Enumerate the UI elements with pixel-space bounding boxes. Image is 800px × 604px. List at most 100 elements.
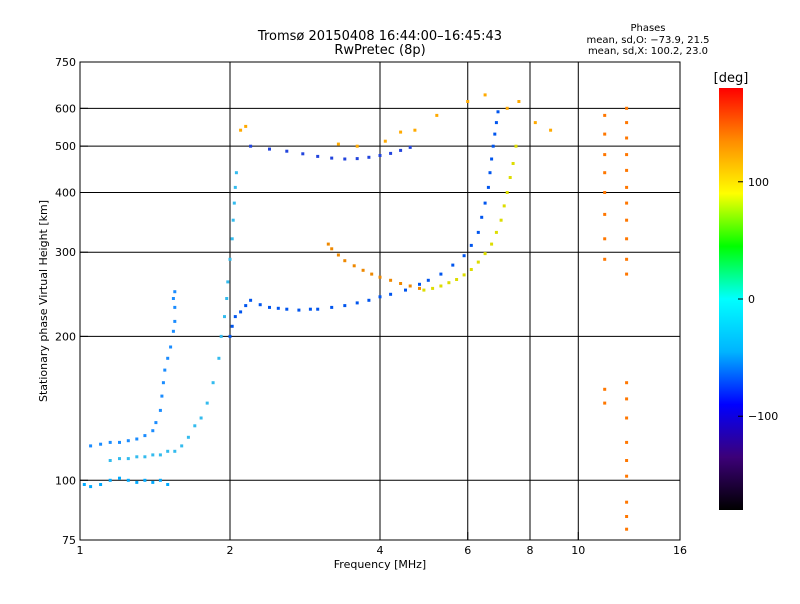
grid-lines <box>80 62 680 540</box>
scatter-point <box>361 268 365 272</box>
scatter-point <box>447 281 451 285</box>
scatter-point <box>89 444 93 448</box>
scatter-point <box>549 128 553 132</box>
scatter-point <box>151 429 155 433</box>
scatter-point <box>151 453 155 457</box>
scatter-point <box>228 257 232 261</box>
scatter-point <box>533 121 537 125</box>
x-axis-label: Frequency [MHz] <box>334 558 426 571</box>
scatter-point <box>330 305 334 309</box>
scatter-point <box>118 476 121 480</box>
scatter-point <box>355 157 359 161</box>
scatter-point <box>244 124 248 128</box>
y-tick-label: 500 <box>55 140 76 153</box>
scatter-point <box>490 242 494 246</box>
scatter-point <box>118 440 121 444</box>
scatter-point <box>89 485 93 489</box>
scatter-point <box>370 272 374 276</box>
scatter-point <box>143 434 147 438</box>
scatter-point <box>418 282 421 286</box>
scatter-point <box>389 292 393 296</box>
scatter-point <box>603 171 607 175</box>
scatter-point <box>226 280 230 284</box>
colorbar-tick-label: 0 <box>748 293 755 306</box>
scatter-point <box>225 297 229 300</box>
scatter-point <box>439 272 443 276</box>
scatter-point <box>173 449 177 453</box>
scatter-point <box>126 478 130 482</box>
scatter-point <box>330 156 334 160</box>
scatter-point <box>258 303 262 307</box>
scatter-point <box>169 345 173 349</box>
scatter-point <box>233 315 237 319</box>
scatter-point <box>231 218 235 222</box>
scatter-point <box>625 500 629 504</box>
y-tick-label: 750 <box>55 56 76 69</box>
scatter-point <box>336 142 340 146</box>
scatter-point <box>143 455 147 459</box>
y-axis-label: Stationary phase Virtual Height [km] <box>37 200 50 402</box>
scatter-point <box>244 304 248 308</box>
scatter-point <box>99 442 103 446</box>
scatter-point <box>625 218 629 222</box>
scatter-point <box>343 157 347 161</box>
scatter-point <box>511 162 515 165</box>
scatter-point <box>408 284 412 288</box>
scatter-point <box>426 278 430 282</box>
scatter-point <box>399 130 403 134</box>
scatter-point <box>355 301 359 305</box>
scatter-point <box>469 268 473 271</box>
scatter-point <box>326 242 330 246</box>
scatter-point <box>308 307 312 311</box>
scatter-point <box>462 254 466 258</box>
scatter-point <box>517 100 521 103</box>
scatter-point <box>378 275 382 279</box>
scatter-point <box>399 148 403 152</box>
scatter-point <box>199 416 203 420</box>
scatter-point <box>158 478 162 482</box>
colorbar-ticks: 100 0 −100 <box>738 176 778 423</box>
x-tick-label: 4 <box>377 544 384 557</box>
x-tick-label: 16 <box>673 544 687 557</box>
scatter-point <box>404 288 407 292</box>
x-tick-label: 1 <box>77 544 84 557</box>
scatter-point <box>367 298 371 302</box>
scatter-point <box>297 308 301 312</box>
scatter-point <box>233 185 237 189</box>
scatter-point <box>234 171 238 175</box>
scatter-point <box>625 381 629 385</box>
scatter-point <box>99 483 103 486</box>
scatter-point <box>160 394 164 398</box>
scatter-point <box>126 439 130 443</box>
scatter-point <box>505 106 509 110</box>
scatter-point <box>316 154 320 158</box>
scatter-point <box>217 356 221 360</box>
scatter-point <box>413 128 417 132</box>
scatter-point <box>496 110 500 114</box>
scatter-point <box>158 453 162 457</box>
scatter-point <box>166 356 170 360</box>
scatter-point <box>135 480 139 484</box>
scatter-point <box>163 368 167 372</box>
scatter-point <box>389 151 393 155</box>
scatter-point <box>625 201 629 205</box>
scatter-point <box>603 113 607 117</box>
scatter-point <box>625 257 629 261</box>
scatter-point <box>625 397 629 401</box>
scatter-point <box>316 307 320 311</box>
phase-stats-o: mean, sd,O: −73.9, 21.5 <box>587 35 710 46</box>
scatter-point <box>603 191 607 194</box>
scatter-point <box>230 324 234 328</box>
scatter-point <box>158 408 162 412</box>
scatter-point <box>488 171 492 175</box>
scatter-point <box>173 319 177 323</box>
scatter-point <box>239 128 243 132</box>
scatter-point <box>239 310 243 314</box>
scatter-point <box>151 480 155 484</box>
scatter-point <box>625 459 629 462</box>
scatter-point <box>625 515 629 518</box>
scatter-point <box>205 401 209 405</box>
scatter-point <box>603 153 607 157</box>
scatter-point <box>249 144 253 148</box>
